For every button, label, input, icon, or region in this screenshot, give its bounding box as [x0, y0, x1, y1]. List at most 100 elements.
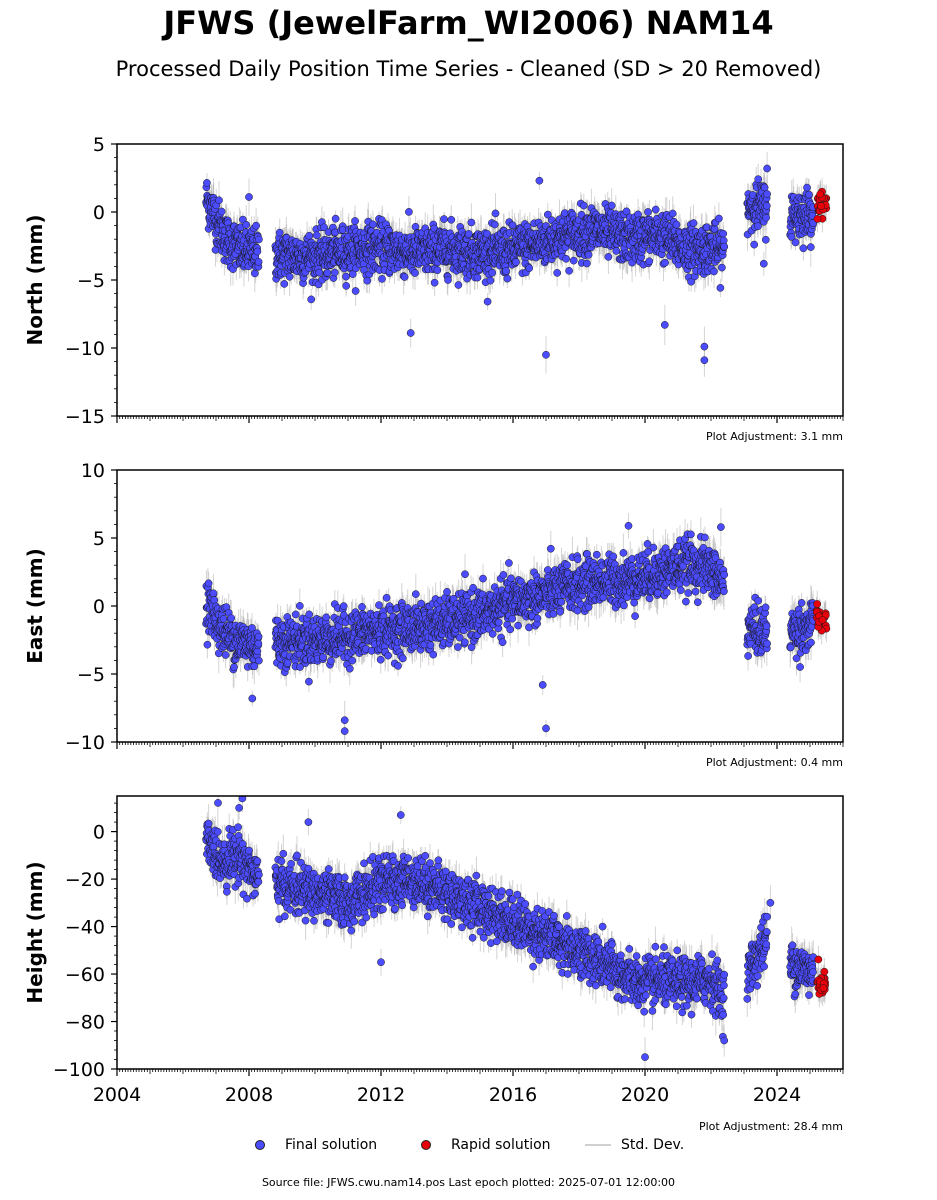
- final-solution-point: [330, 268, 339, 277]
- final-solution-point: [473, 273, 482, 282]
- final-solution-points: [202, 164, 818, 365]
- final-solution-point: [351, 217, 359, 225]
- final-solution-point: [486, 276, 495, 285]
- final-solution-point: [351, 287, 360, 295]
- y-tick-label: 5: [93, 134, 105, 156]
- plot-adjustment-label: Plot Adjustment: 3.1 mm: [706, 430, 843, 443]
- final-solution-point: [542, 350, 550, 359]
- final-solution-point: [467, 218, 476, 227]
- final-solution-point: [464, 230, 473, 238]
- final-solution-point: [583, 259, 591, 268]
- final-solution-point: [252, 221, 260, 230]
- final-solution-point: [803, 183, 811, 192]
- final-solution-point: [799, 244, 808, 253]
- final-solution-point: [503, 274, 512, 283]
- final-solution-point: [759, 259, 768, 268]
- final-solution-point: [791, 238, 800, 247]
- final-solution-point: [763, 164, 771, 173]
- final-solution-point: [651, 205, 660, 214]
- final-solution-point: [719, 229, 728, 238]
- final-solution-point: [512, 258, 520, 266]
- final-solution-point: [275, 228, 284, 237]
- final-solution-point: [689, 219, 698, 227]
- final-solution-point: [716, 284, 725, 292]
- final-solution-point: [483, 230, 491, 238]
- final-solution-point: [369, 220, 377, 229]
- final-solution-point: [242, 220, 251, 229]
- final-solution-point: [331, 214, 340, 223]
- final-solution-point: [483, 297, 492, 306]
- final-solution-point: [645, 257, 654, 266]
- y-tick-label: −5: [77, 270, 105, 292]
- final-solution-point: [433, 266, 442, 275]
- final-solution-point: [805, 190, 813, 199]
- final-solution-point: [569, 256, 578, 265]
- final-solution-point: [217, 207, 226, 216]
- y-tick-label: 0: [93, 202, 105, 224]
- final-solution-point: [502, 267, 510, 275]
- final-solution-point: [761, 235, 770, 244]
- final-solution-point: [405, 208, 413, 216]
- final-solution-point: [700, 356, 709, 365]
- final-solution-point: [305, 231, 314, 240]
- final-solution-point: [687, 277, 696, 286]
- final-solution-point: [584, 250, 593, 259]
- final-solution-point: [720, 242, 729, 251]
- figure-title: JFWS (JewelFarm_WI2006) NAM14: [163, 4, 774, 42]
- final-solution-point: [700, 342, 709, 351]
- final-solution-point: [285, 272, 294, 281]
- y-tick-label: −15: [65, 406, 105, 428]
- final-solution-point: [762, 201, 771, 210]
- final-solution-point: [444, 276, 452, 284]
- rapid-solution-point: [813, 215, 822, 223]
- final-solution-point: [565, 266, 573, 275]
- final-solution-point: [562, 254, 570, 263]
- final-solution-point: [488, 268, 497, 277]
- rapid-solution-point: [816, 190, 825, 199]
- final-solution-point: [710, 267, 718, 276]
- final-solution-point: [363, 276, 372, 285]
- final-solution-point: [660, 321, 669, 329]
- final-solution-point: [750, 240, 759, 249]
- panel-north: 5 0 −5 −10 −15 North (mm) Plot Adjustment: 3.1…: [23, 134, 844, 443]
- final-solution-point: [661, 258, 669, 267]
- final-solution-point: [604, 253, 613, 261]
- final-solution-point: [454, 281, 463, 289]
- final-solution-point: [430, 278, 439, 287]
- figure-subtitle: Processed Daily Position Time Series - C…: [115, 57, 822, 81]
- final-solution-point: [607, 201, 616, 210]
- final-solution-point: [342, 272, 350, 281]
- final-solution-point: [203, 179, 211, 187]
- final-solution-point: [440, 215, 448, 223]
- final-solution-point: [342, 282, 351, 290]
- final-solution-point: [378, 275, 386, 283]
- final-solution-point: [245, 193, 253, 201]
- y-axis-label: North (mm): [23, 214, 47, 345]
- final-solution-point: [760, 183, 769, 192]
- final-solution-point: [672, 220, 681, 229]
- final-solution-point: [320, 223, 328, 232]
- final-solution-point: [668, 209, 677, 218]
- final-solution-point: [535, 176, 544, 185]
- final-solution-point: [754, 175, 763, 184]
- final-solution-point: [644, 208, 652, 216]
- final-solution-point: [553, 269, 562, 277]
- final-solution-point: [612, 247, 621, 255]
- final-solution-point: [400, 273, 409, 281]
- final-solution-point: [323, 269, 332, 277]
- final-solution-point: [763, 190, 771, 198]
- final-solution-point: [490, 220, 499, 229]
- final-solution-point: [215, 196, 223, 205]
- y-tick-label: −10: [65, 338, 105, 360]
- final-solution-point: [525, 264, 534, 273]
- final-solution-point: [411, 269, 419, 277]
- final-solution-point: [543, 210, 552, 219]
- final-solution-point: [253, 247, 262, 256]
- final-solution-point: [806, 243, 815, 251]
- final-solution-point: [312, 231, 321, 240]
- final-solution-point: [508, 221, 517, 230]
- rapid-solution-points: [813, 187, 831, 223]
- rapid-solution-point: [817, 202, 825, 210]
